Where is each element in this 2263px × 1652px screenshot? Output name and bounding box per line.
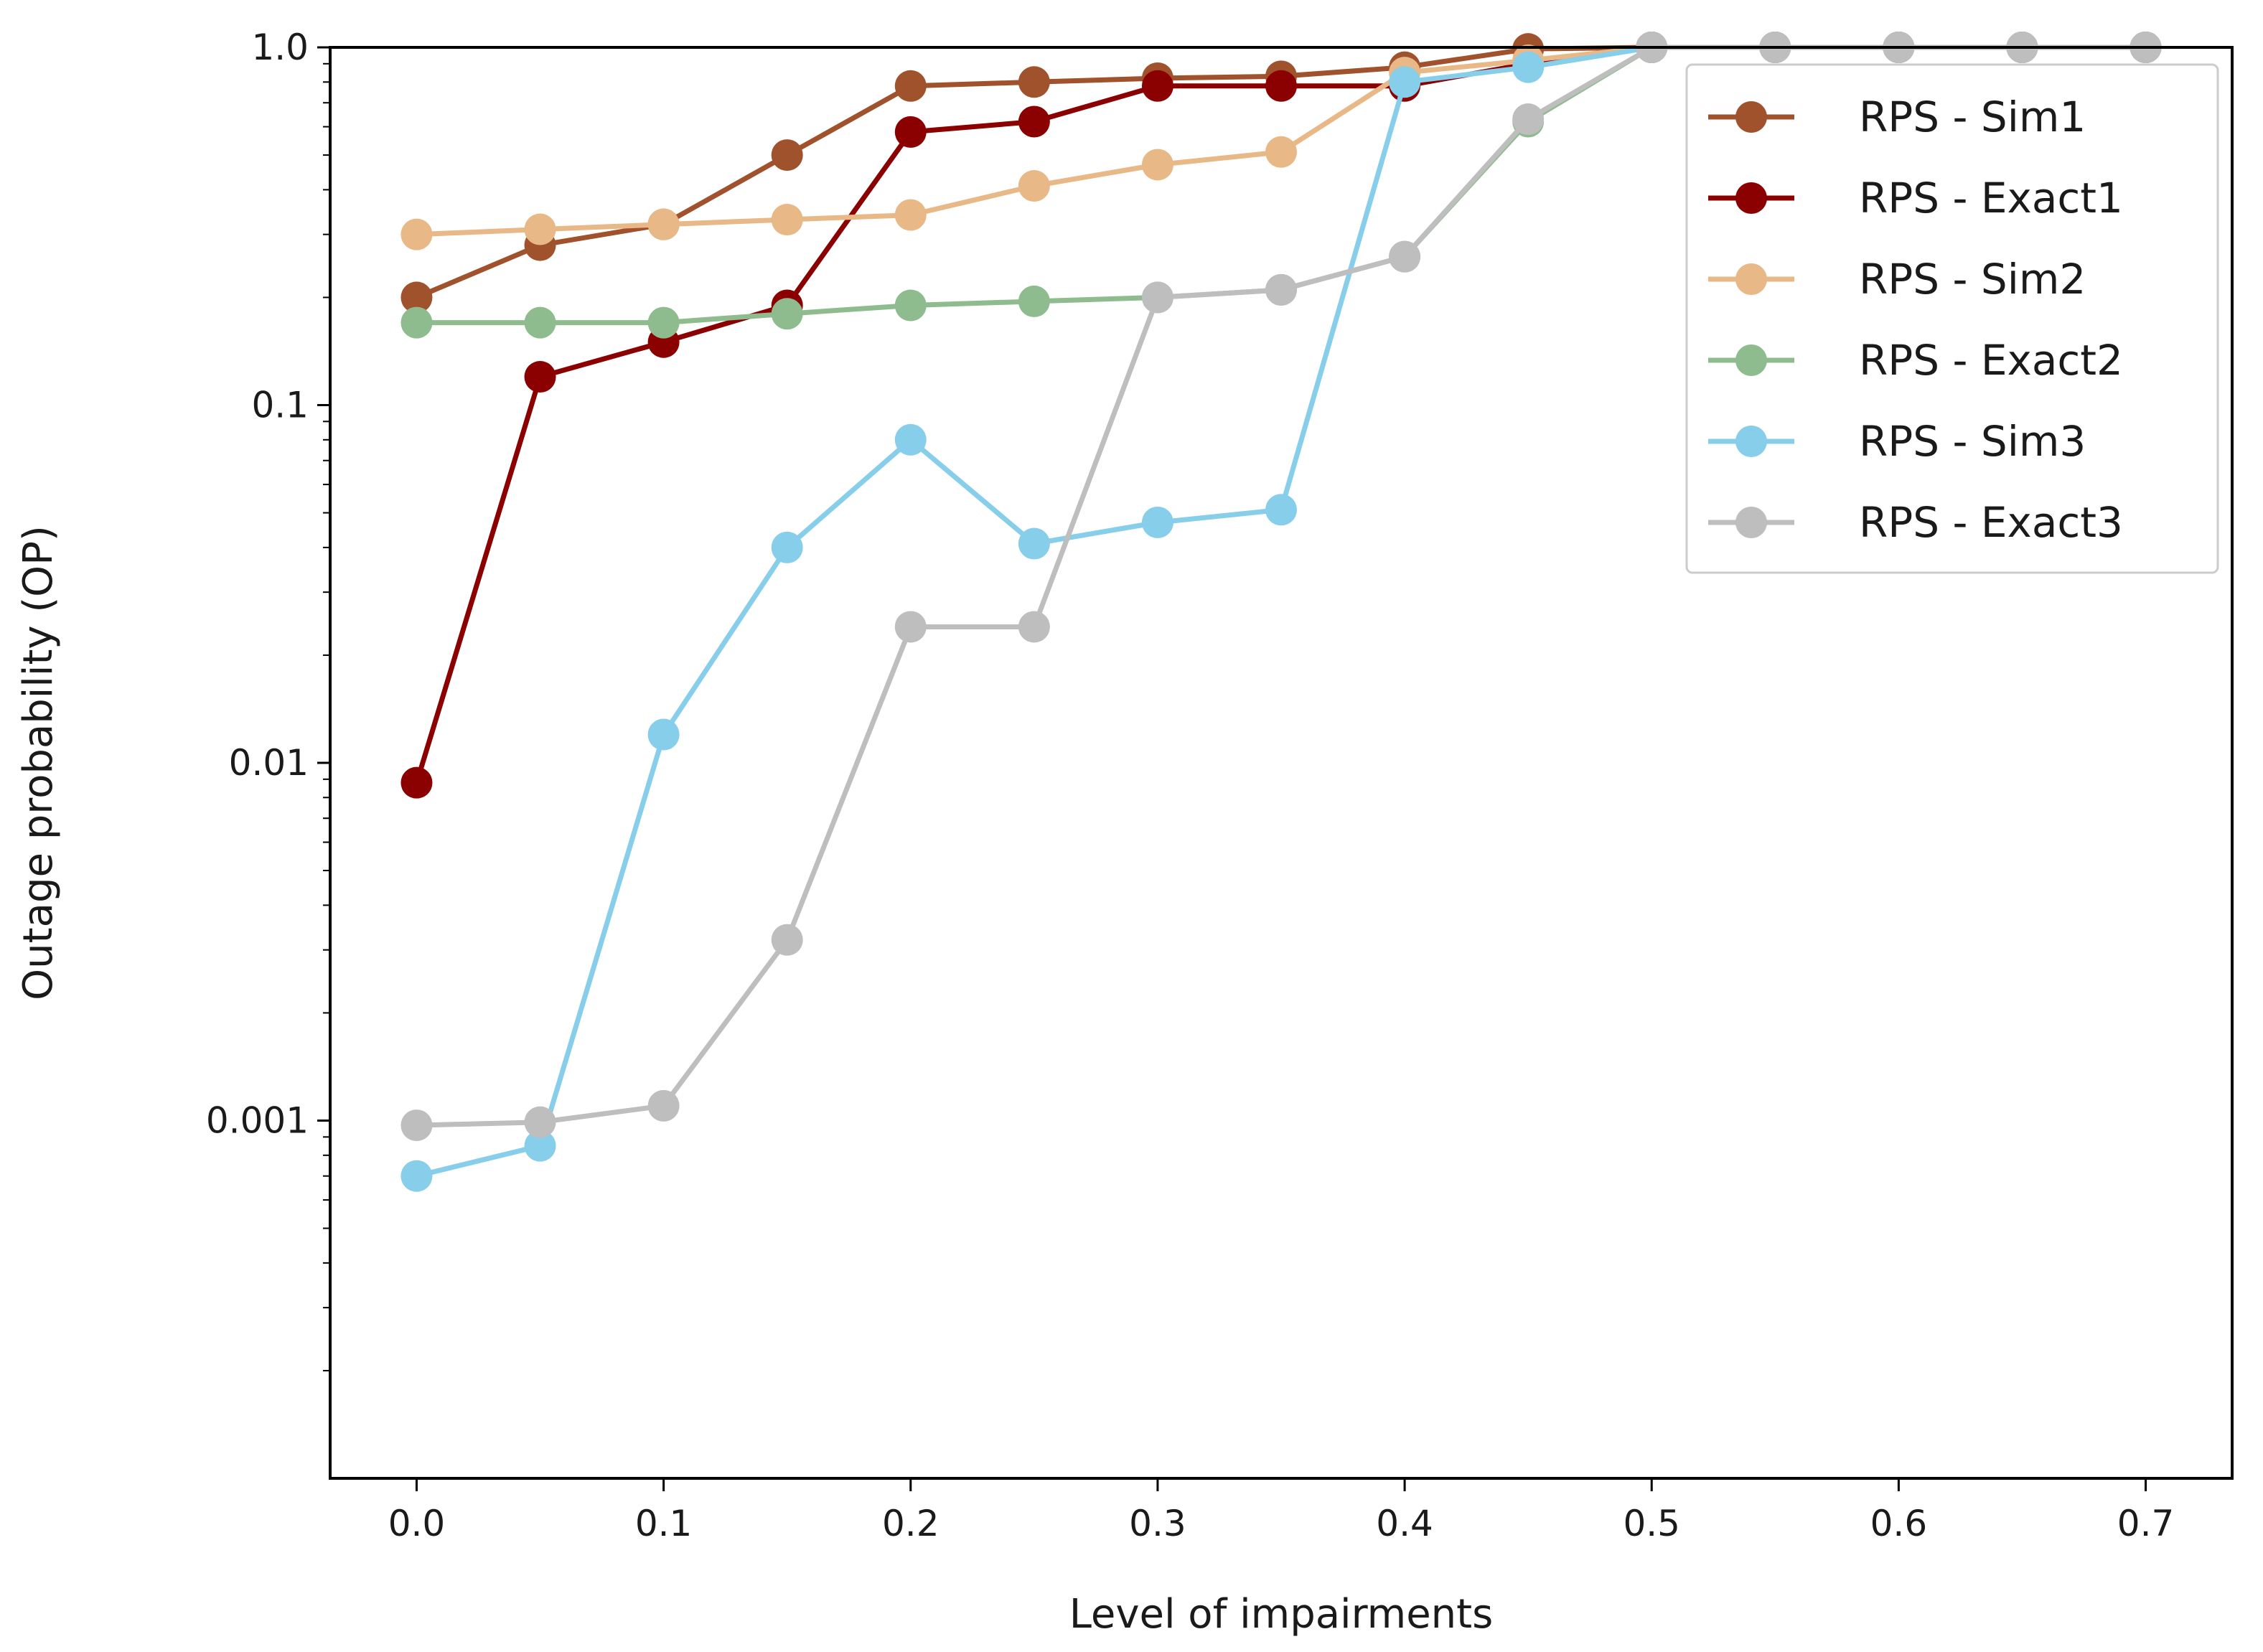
data-point (400, 1109, 433, 1142)
data-point (894, 70, 927, 102)
data-point (771, 298, 803, 330)
x-axis-title: Level of impairments (1069, 1591, 1494, 1638)
legend-label: RPS - Exact1 (1859, 174, 2123, 222)
data-point (647, 718, 680, 751)
axes-layer: 0.0 0.1 0.2 0.3 0.4 0.5 0.6 0.7 0.001 0.01 0.1 1.0 (206, 27, 2174, 1544)
data-point (1018, 105, 1050, 138)
data-point (1018, 611, 1050, 643)
data-point (771, 924, 803, 956)
legend-swatch-marker (1735, 263, 1767, 295)
legend: RPS - Sim1 RPS - Exact1 RPS - Sim2 RPS - Ex… (1685, 63, 2219, 574)
data-point (1018, 66, 1050, 98)
data-point (524, 361, 556, 393)
data-point (400, 766, 433, 799)
data-point (771, 531, 803, 563)
x-tick-label: 0.4 (1376, 1503, 1433, 1544)
data-point (524, 1106, 556, 1138)
x-tick-label: 0.7 (2117, 1503, 2175, 1544)
data-point (1141, 281, 1173, 314)
data-point (524, 1130, 556, 1162)
data-point (1512, 103, 1545, 136)
legend-entry: RPS - Sim3 (1708, 417, 2086, 466)
data-point (400, 218, 433, 250)
data-point (647, 306, 680, 339)
y-tick-label: 0.01 (229, 742, 309, 784)
legend-box (1685, 63, 2219, 574)
data-point (1389, 66, 1421, 98)
data-point (1141, 70, 1173, 102)
data-point (771, 139, 803, 172)
y-tick-label: 0.001 (206, 1100, 309, 1142)
data-point (1018, 285, 1050, 317)
legend-entry: RPS - Exact2 (1708, 336, 2123, 385)
data-point (1018, 170, 1050, 202)
data-point (524, 306, 556, 339)
data-point (894, 116, 927, 148)
legend-label: RPS - Sim3 (1859, 417, 2086, 466)
legend-label: RPS - Exact2 (1859, 336, 2123, 385)
data-point (894, 423, 927, 456)
x-tick-label: 0.5 (1623, 1503, 1680, 1544)
legend-swatch-marker (1735, 182, 1767, 214)
x-tick-label: 0.6 (1870, 1503, 1928, 1544)
data-point (400, 306, 433, 339)
data-point (647, 1089, 680, 1122)
data-point (1265, 494, 1297, 526)
legend-swatch-marker (1735, 426, 1767, 457)
data-point (894, 289, 927, 322)
data-point (524, 213, 556, 245)
data-point (894, 199, 927, 231)
data-point (1512, 51, 1545, 83)
data-point (894, 611, 927, 643)
x-tick-label: 0.1 (635, 1503, 693, 1544)
data-point (1265, 273, 1297, 306)
legend-entry: RPS - Sim1 (1708, 93, 2086, 141)
data-point (400, 281, 433, 314)
data-point (1018, 527, 1050, 560)
data-point (1141, 149, 1173, 181)
data-point (1141, 506, 1173, 538)
data-point (1389, 240, 1421, 273)
x-tick-label: 0.2 (882, 1503, 940, 1544)
legend-entry: RPS - Sim2 (1708, 255, 2086, 304)
legend-swatch-marker (1735, 507, 1767, 538)
data-point (400, 1160, 433, 1192)
legend-label: RPS - Sim2 (1859, 255, 2086, 304)
data-point (647, 208, 680, 240)
legend-label: RPS - Sim1 (1859, 93, 2086, 141)
data-point (1265, 70, 1297, 102)
legend-label: RPS - Exact3 (1859, 498, 2123, 547)
legend-swatch-marker (1735, 344, 1767, 376)
legend-swatch-marker (1735, 101, 1767, 133)
data-point (1265, 136, 1297, 168)
x-tick-label: 0.0 (388, 1503, 446, 1544)
y-tick-label: 1.0 (251, 27, 309, 68)
data-point (771, 204, 803, 236)
y-axis-title: Outage probability (OP) (15, 525, 62, 1000)
legend-entry: RPS - Exact1 (1708, 174, 2123, 222)
legend-entry: RPS - Exact3 (1708, 498, 2123, 547)
y-tick-label: 0.1 (251, 385, 309, 426)
x-tick-label: 0.3 (1129, 1503, 1186, 1544)
